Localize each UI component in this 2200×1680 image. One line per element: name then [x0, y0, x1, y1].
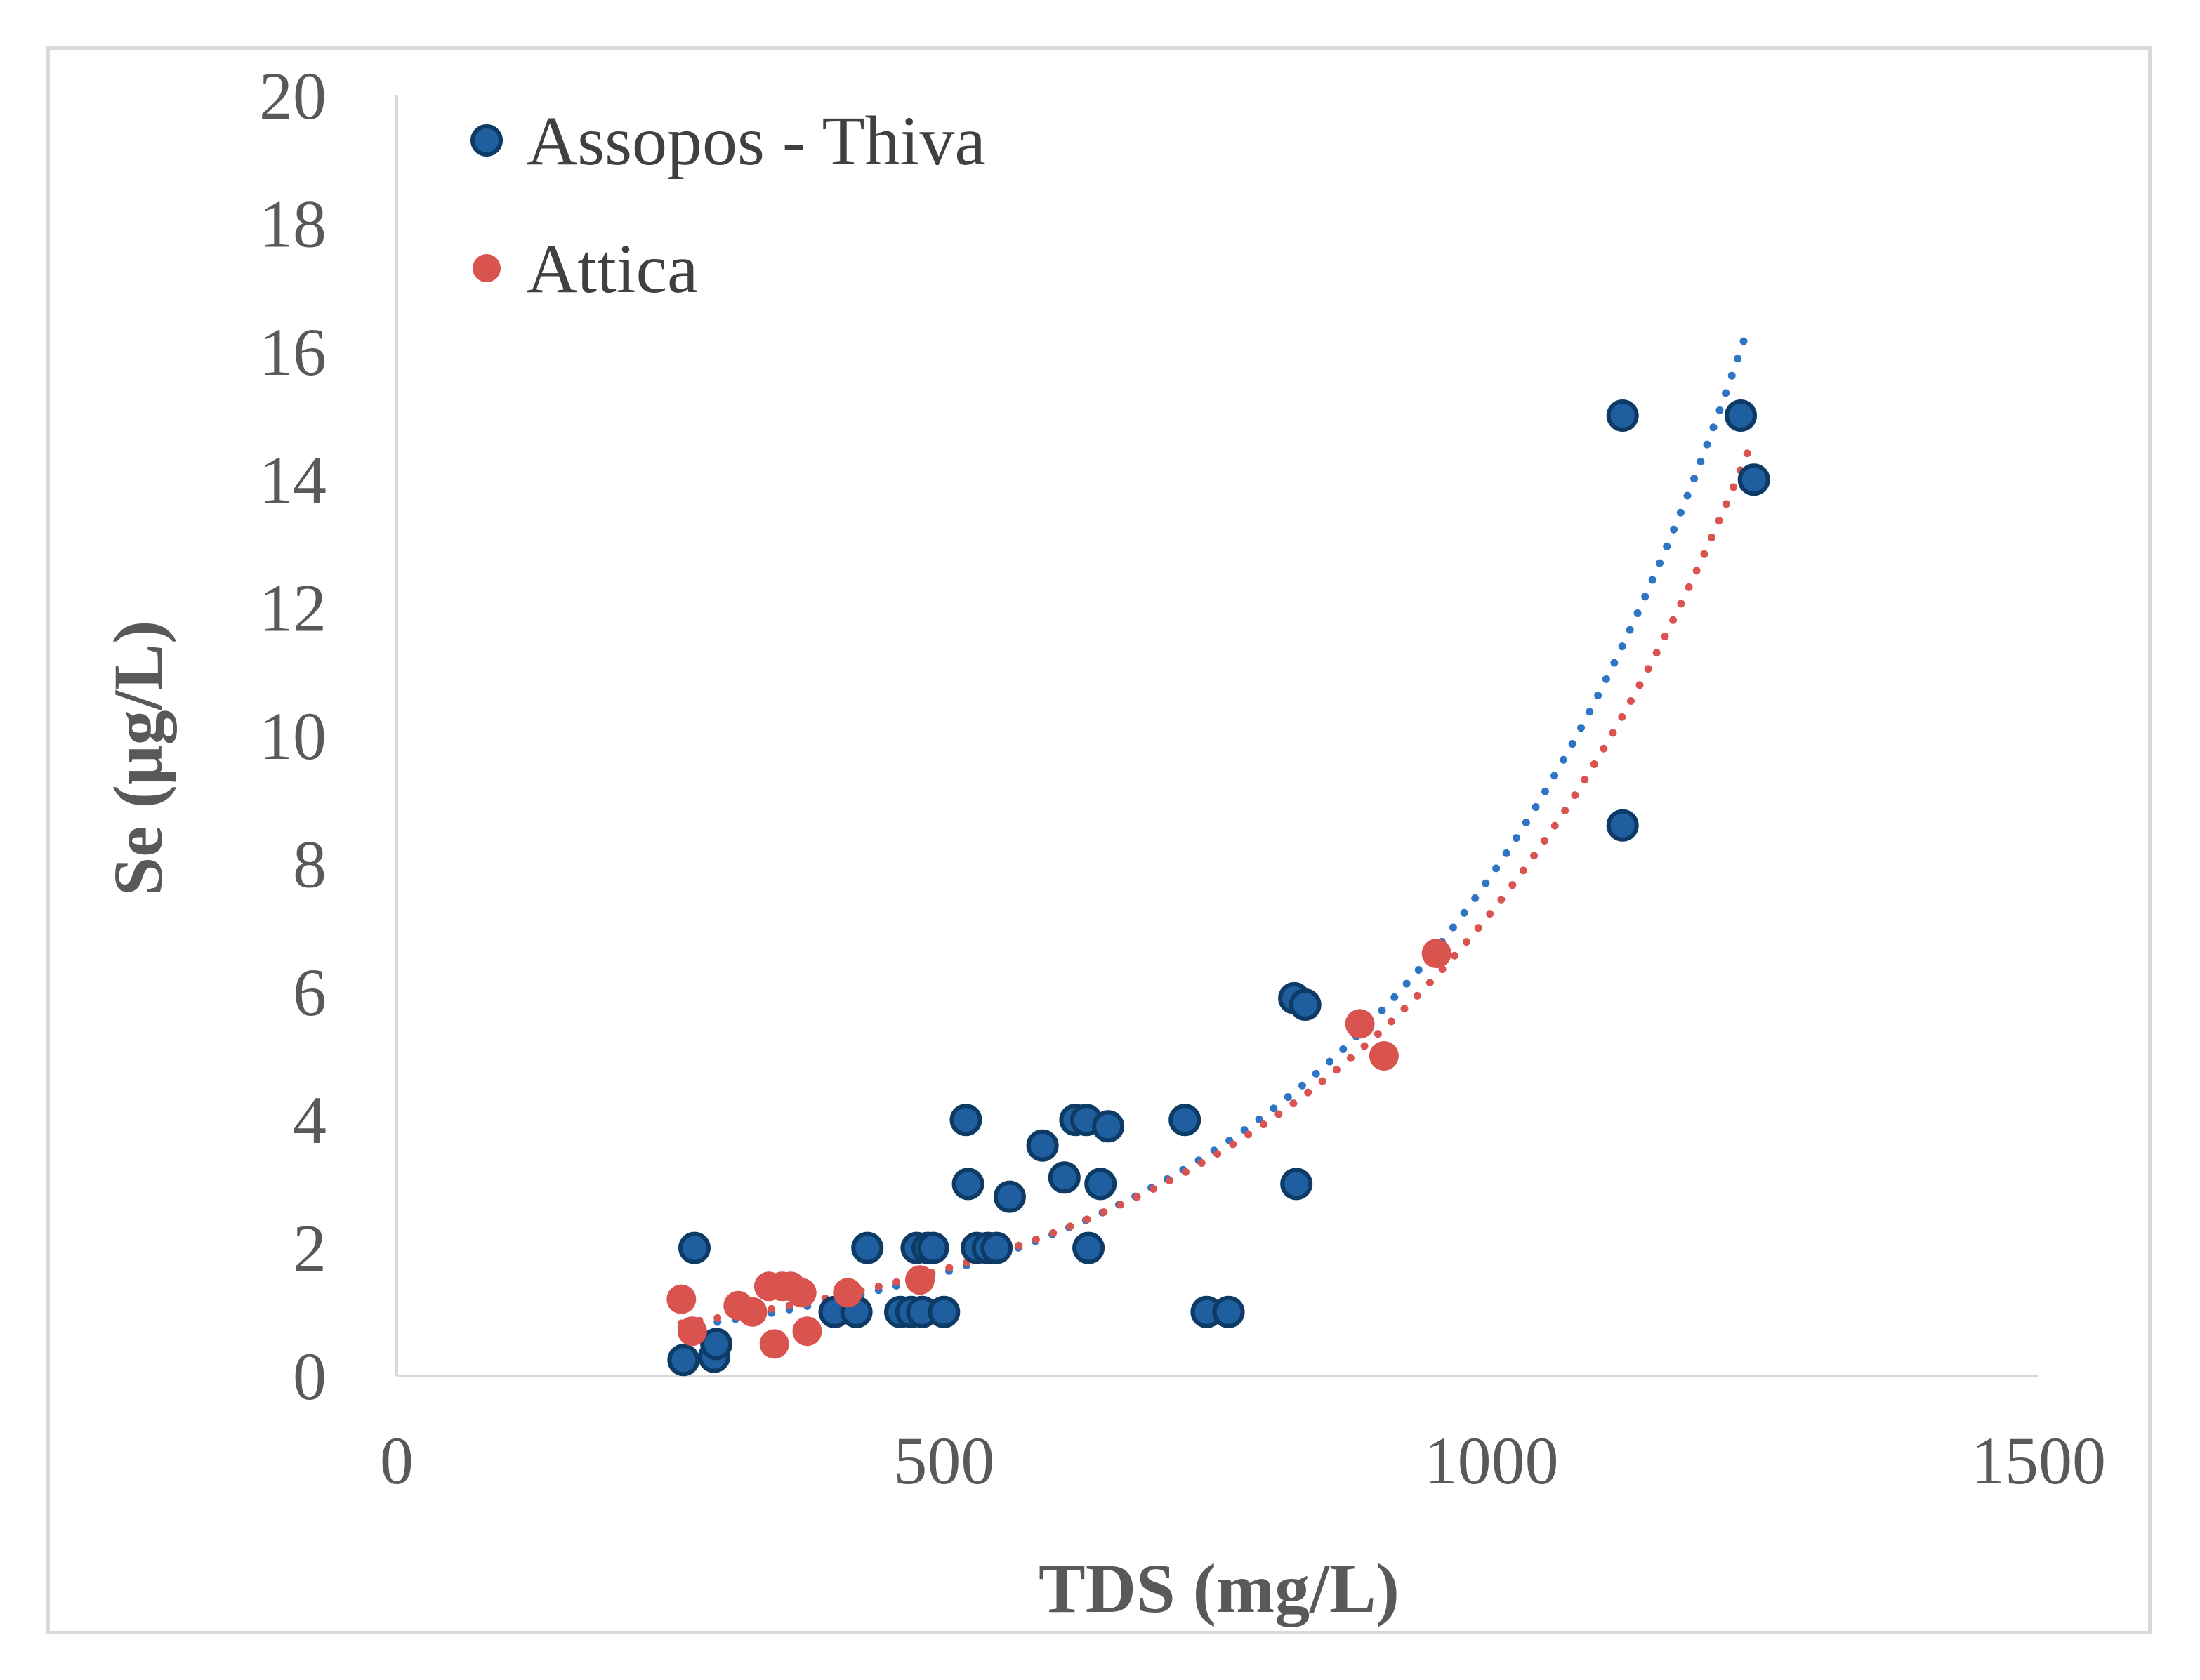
point-attica	[1345, 1009, 1375, 1039]
y-tick-label: 10	[259, 699, 327, 774]
point-assopos-thiva	[851, 1231, 884, 1264]
point-assopos-thiva	[1026, 1129, 1059, 1162]
legend-label-assopos-thiva: Assopos - Thiva	[527, 102, 986, 180]
point-attica	[666, 1284, 697, 1314]
y-tick-label: 20	[259, 58, 327, 133]
x-tick-label: 1500	[1971, 1423, 2106, 1498]
x-tick-label: 1000	[1424, 1423, 1559, 1498]
point-assopos-thiva	[1212, 1295, 1245, 1328]
point-attica	[792, 1316, 822, 1347]
point-assopos-thiva	[980, 1231, 1013, 1264]
y-tick-label: 0	[293, 1339, 327, 1414]
data-points	[666, 399, 1770, 1377]
x-axis-title: TDS (mg/L)	[1039, 1549, 1399, 1627]
trendline-assopos-thiva	[677, 322, 1753, 1332]
point-attica	[1421, 939, 1451, 969]
trendlines	[677, 322, 1758, 1332]
point-assopos-thiva	[993, 1180, 1026, 1213]
y-tick-label: 4	[293, 1083, 327, 1158]
point-assopos-thiva	[667, 1344, 700, 1377]
y-tick-label: 6	[293, 955, 327, 1030]
point-attica	[737, 1297, 768, 1327]
point-assopos-thiva	[928, 1295, 961, 1328]
legend-label-attica: Attica	[527, 230, 698, 307]
point-assopos-thiva	[700, 1328, 733, 1361]
y-tick-label: 8	[293, 826, 327, 901]
legend-marker-assopos-thiva	[470, 124, 503, 157]
point-attica	[905, 1265, 935, 1295]
point-assopos-thiva	[1606, 399, 1639, 432]
y-tick-label: 16	[259, 315, 327, 390]
point-assopos-thiva	[949, 1104, 982, 1137]
point-assopos-thiva	[1072, 1231, 1105, 1264]
y-tick-label: 2	[293, 1211, 327, 1286]
x-tick-label: 500	[893, 1423, 994, 1498]
point-assopos-thiva	[1289, 988, 1322, 1021]
point-assopos-thiva	[1606, 809, 1639, 842]
point-assopos-thiva	[678, 1231, 711, 1264]
point-attica	[759, 1329, 789, 1359]
legend-marker-attica	[473, 254, 501, 282]
y-tick-label: 14	[259, 442, 327, 517]
point-assopos-thiva	[1280, 1168, 1313, 1201]
point-attica	[677, 1316, 707, 1347]
point-attica	[1369, 1041, 1399, 1071]
point-attica	[833, 1278, 863, 1308]
point-assopos-thiva	[951, 1168, 984, 1201]
trendline-attica	[677, 432, 1758, 1328]
y-tick-label: 12	[259, 571, 327, 646]
x-tick-label: 0	[380, 1423, 414, 1498]
point-assopos-thiva	[1737, 463, 1770, 496]
point-assopos-thiva	[1725, 399, 1757, 432]
point-assopos-thiva	[1048, 1161, 1081, 1194]
point-assopos-thiva	[1084, 1168, 1117, 1201]
point-attica	[786, 1278, 817, 1308]
x-axis: 0 500 1000 1500	[380, 1375, 2106, 1498]
y-tick-label: 18	[259, 186, 327, 261]
point-assopos-thiva	[1092, 1110, 1125, 1143]
y-axis-title: Se (μg/L)	[99, 621, 177, 897]
legend: Assopos - Thiva Attica	[470, 102, 986, 307]
point-assopos-thiva	[1168, 1104, 1201, 1137]
point-assopos-thiva	[916, 1231, 949, 1264]
y-axis: 0 2 4 6 8 10 12 14 16 18 20	[259, 58, 398, 1414]
